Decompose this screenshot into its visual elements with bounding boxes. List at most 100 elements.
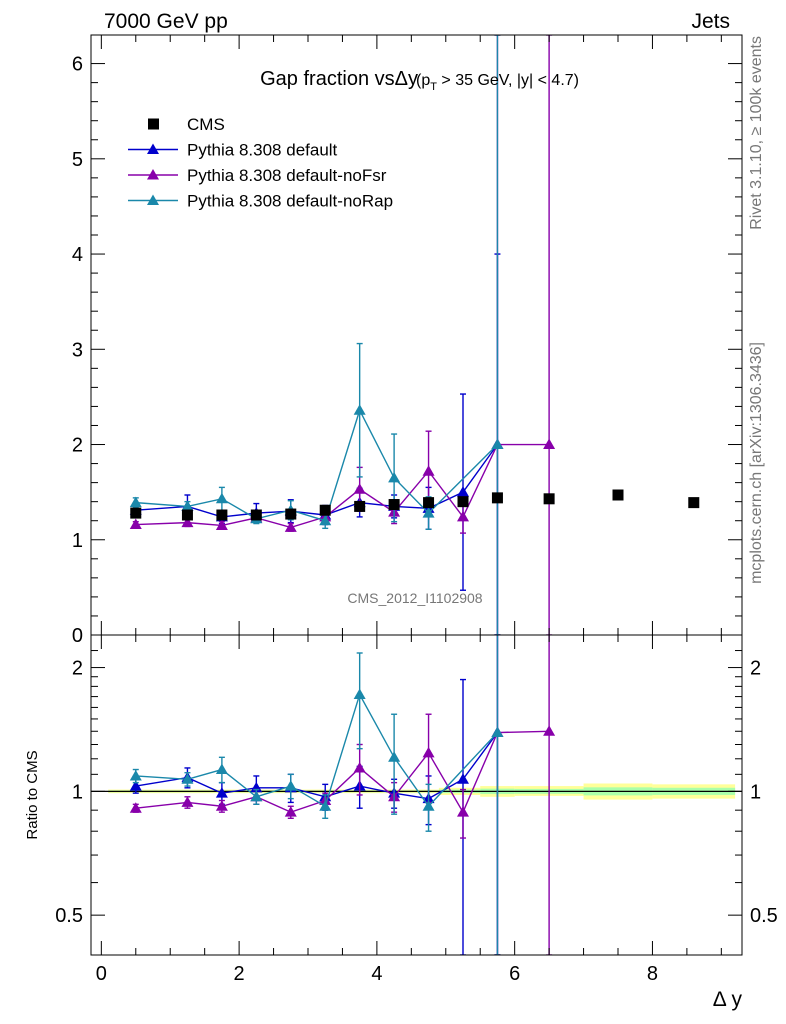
data-point: [319, 504, 331, 516]
data-point: [215, 519, 228, 530]
data-point: [129, 518, 142, 530]
data-point: [215, 800, 228, 811]
series-line: [135, 730, 550, 814]
data-point: [285, 508, 297, 520]
series-line: [135, 692, 498, 808]
legend-marker: [147, 143, 159, 154]
data-point: [388, 471, 401, 483]
main-ytick-label: 4: [72, 244, 83, 266]
ratio-panel: 0.5 0.5 1 1 2 2 0 2 4 6 8 Ratio to CMS Δ y: [24, 634, 778, 1011]
data-point: [491, 492, 503, 504]
data-point: [388, 751, 401, 762]
series-line: [135, 408, 498, 522]
data-point: [612, 489, 624, 501]
main-ytick-label: 6: [72, 54, 83, 76]
main-ytick-label: 2: [72, 435, 83, 457]
legend-marker: [148, 118, 159, 130]
data-point: [215, 787, 228, 798]
data-point: [319, 514, 332, 526]
ratio-ytick-label: 1: [72, 781, 83, 803]
main-plot-area: [129, 35, 700, 635]
data-point: [422, 465, 435, 476]
data-point: [423, 497, 435, 509]
data-point: [457, 486, 469, 497]
main-ytick-label: 5: [72, 149, 83, 171]
ratio-ytick-label-right: 2: [750, 658, 761, 680]
data-point: [491, 726, 504, 738]
legend-label: Pythia 8.308 default: [187, 141, 338, 160]
data-point: [129, 780, 142, 791]
ratio-frame: [90, 634, 743, 956]
data-point: [181, 773, 194, 784]
data-point: [129, 769, 142, 781]
ratio-plot-area: [91, 635, 742, 955]
x-axis-label: Δ y: [713, 988, 743, 1011]
legend-entry: Pythia 8.308 default-noRap: [128, 192, 393, 211]
data-point: [130, 507, 142, 519]
series-line: [135, 443, 550, 529]
data-point: [181, 516, 194, 528]
legend-entry: Pythia 8.308 default: [128, 141, 338, 160]
data-point: [353, 404, 366, 415]
data-point: [388, 499, 400, 511]
series-pythia-8-308-default-norap: [129, 35, 504, 635]
data-point: [457, 773, 469, 784]
legend-marker: [147, 194, 159, 205]
legend-label: Pythia 8.308 default-noFsr: [187, 166, 387, 185]
data-point: [181, 500, 194, 511]
ratio-xtick-label: 8: [647, 963, 658, 985]
main-axes: 0 1 2 3 4 5 6: [72, 35, 742, 647]
main-panel: 0 1 2 3 4 5 6 Gap fraction vsΔy (pT > 35 GeV, …: [72, 34, 743, 647]
data-point: [216, 509, 228, 521]
data-point: [457, 806, 469, 817]
data-point: [181, 509, 193, 521]
data-point: [319, 800, 332, 811]
data-point: [129, 802, 142, 813]
data-point: [422, 800, 435, 811]
data-point: [181, 796, 194, 807]
ratio-xtick-label: 2: [234, 963, 245, 985]
data-point: [353, 483, 366, 494]
header-left: 7000 GeV pp: [104, 10, 228, 33]
data-point: [353, 761, 366, 773]
chart-title-cut: (pT > 35 GeV, |y| < 4.7): [416, 72, 579, 93]
legend: CMS Pythia 8.308 default Pythia 8.308 defa…: [128, 115, 393, 211]
data-point: [457, 496, 469, 508]
ratio-axes: 0.5 0.5 1 1 2 2 0 2 4 6 8: [55, 635, 778, 985]
legend-label: CMS: [187, 115, 225, 134]
ratio-xtick-label: 6: [509, 963, 520, 985]
data-point: [422, 507, 435, 518]
ratio-ylabel: Ratio to CMS: [24, 750, 41, 839]
analysis-watermark: CMS_2012_I1102908: [347, 590, 482, 606]
data-point: [284, 780, 297, 791]
series-cms: [130, 489, 700, 521]
legend-entry: CMS: [148, 115, 225, 134]
legend-label: Pythia 8.308 default-noRap: [187, 192, 393, 211]
ratio-series-pythia-8-308-default-norap: [129, 635, 504, 955]
data-point: [543, 438, 556, 450]
main-ytick-label: 1: [72, 530, 83, 552]
ratio-ytick-label-right: 1: [750, 781, 761, 803]
main-ytick-label: 0: [72, 625, 83, 647]
data-point: [284, 521, 297, 532]
rivet-label: Rivet 3.1.10, ≥ 100k events: [748, 36, 765, 230]
data-point: [284, 806, 297, 817]
main-ytick-label: 3: [72, 339, 83, 361]
data-point: [422, 746, 435, 758]
data-point: [215, 763, 228, 775]
data-point: [250, 790, 263, 802]
data-point: [250, 509, 262, 521]
ratio-ytick-label-right: 0.5: [750, 905, 778, 927]
series-pythia-8-308-default: [129, 253, 504, 635]
data-point: [457, 510, 469, 522]
data-point: [491, 438, 504, 450]
data-point: [354, 500, 366, 512]
data-point: [543, 493, 555, 505]
data-point: [215, 492, 228, 504]
mcplots-label: mcplots.cern.ch [arXiv:1306.3436]: [748, 342, 765, 584]
ratio-xtick-label: 0: [96, 963, 107, 985]
data-point: [543, 725, 556, 736]
data-point: [688, 497, 700, 509]
ratio-xtick-label: 4: [371, 963, 382, 985]
